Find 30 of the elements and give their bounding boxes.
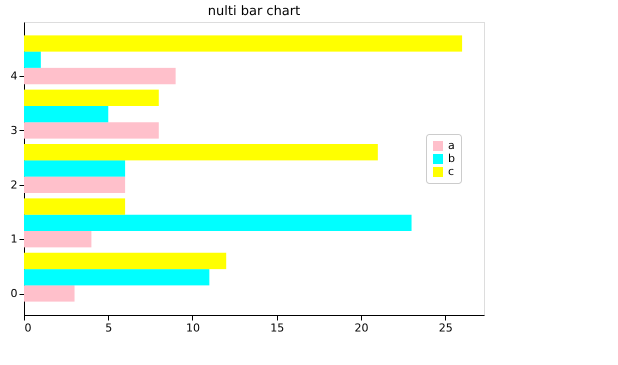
- bar: [24, 122, 159, 139]
- legend-label: b: [448, 152, 455, 165]
- y-tick-label: 1: [10, 232, 18, 246]
- bar: [24, 68, 176, 84]
- bar: [24, 52, 41, 68]
- bar: [24, 90, 159, 106]
- x-tick-label: 20: [354, 322, 368, 334]
- bar: [24, 269, 210, 286]
- x-tick-label: 5: [105, 322, 112, 334]
- x-tick-label: 0: [24, 322, 32, 334]
- x-tick-label: 25: [438, 322, 453, 334]
- bar: [24, 144, 378, 160]
- y-tick-label: 4: [10, 70, 18, 83]
- chart-title: nulti bar chart: [208, 4, 300, 19]
- bar: [24, 160, 126, 177]
- bar: [24, 106, 108, 122]
- bar: [24, 198, 126, 215]
- bar: [24, 285, 75, 302]
- bar: [24, 231, 92, 248]
- x-tick-label: 15: [270, 322, 284, 334]
- y-tick-label: 0: [10, 287, 18, 300]
- bar: [24, 214, 412, 232]
- bar: [24, 176, 126, 193]
- bar: [24, 35, 462, 52]
- legend-label: a: [448, 139, 455, 152]
- bar: [24, 252, 226, 270]
- legend-label: c: [448, 165, 454, 178]
- x-tick-label: 10: [186, 322, 200, 334]
- y-tick-label: 3: [10, 124, 18, 137]
- y-tick-label: 2: [10, 178, 18, 192]
